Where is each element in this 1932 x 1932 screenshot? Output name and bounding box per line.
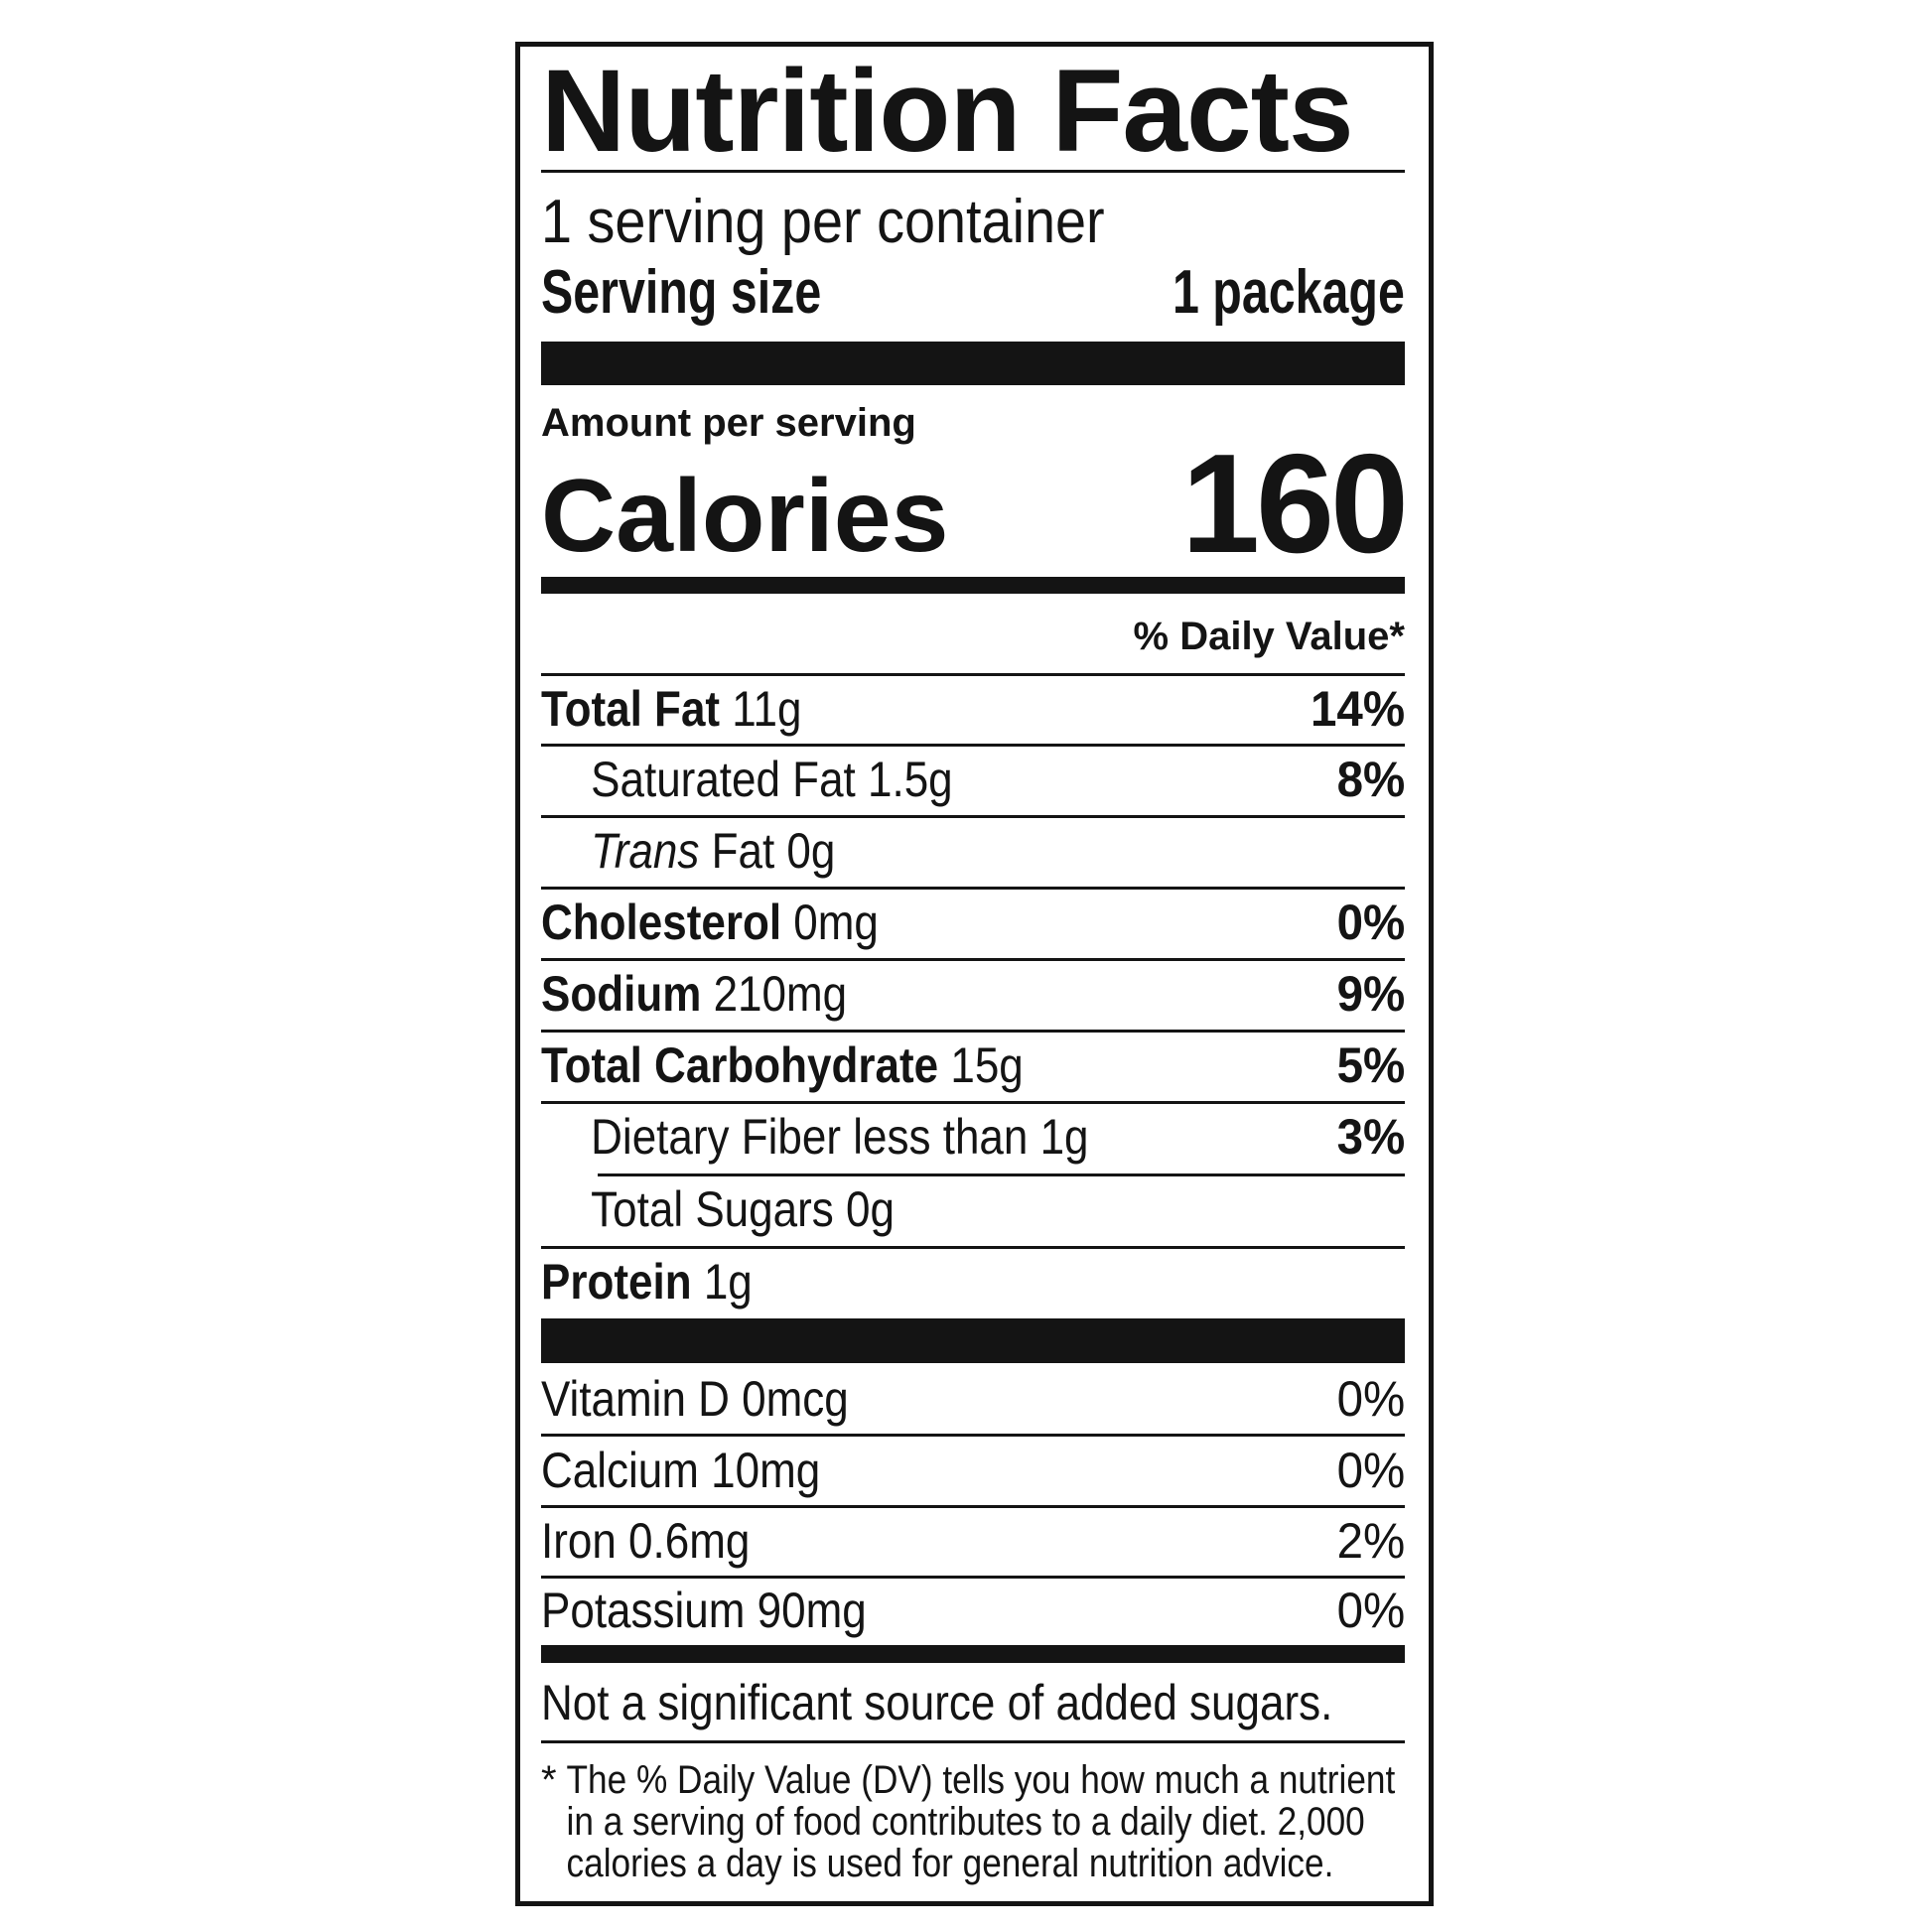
vitamin-row: Potassium 90mg 0%: [541, 1575, 1405, 1646]
nutrient-row-dietary-fiber: Dietary Fiber less than 1g 3%: [541, 1101, 1405, 1173]
nutrient-amount: less than 1g: [853, 1109, 1089, 1165]
nutrient-name: Cholesterol: [541, 895, 782, 950]
calories-row: Calories 160: [541, 425, 1409, 583]
nutrient-name: Trans: [591, 823, 700, 879]
vitamin-dv: 0%: [1336, 1371, 1405, 1427]
divider: [541, 1246, 1405, 1249]
divider: [541, 1505, 1405, 1508]
footnote-line: The % Daily Value (DV) tells you how muc…: [566, 1758, 1396, 1802]
nutrient-row-cholesterol: Cholesterol 0mg 0%: [541, 887, 1405, 958]
nutrient-dv: 8%: [1336, 752, 1405, 807]
nutrient-amount: 1g: [703, 1254, 753, 1310]
nutrient-row-trans-fat: Trans Fat 0g: [541, 815, 1405, 887]
nutrient-dv: 0%: [1336, 895, 1405, 950]
divider: [598, 1173, 1405, 1176]
calories-value: 160: [1181, 425, 1409, 583]
nutrient-amount: 0g: [786, 823, 836, 879]
divider: [541, 170, 1405, 173]
nutrient-row-total-fat: Total Fat 11g 14%: [541, 673, 1405, 745]
divider: [541, 1740, 1405, 1743]
vitamin-row: Vitamin D 0mcg 0%: [541, 1363, 1405, 1435]
vitamin-label: Vitamin D 0mcg: [541, 1371, 849, 1427]
nutrient-row-sodium: Sodium 210mg 9%: [541, 958, 1405, 1030]
nutrient-dv: 9%: [1336, 966, 1405, 1022]
nutrient-amount: 11g: [732, 681, 802, 737]
nutrient-amount: 0mg: [793, 895, 879, 950]
nutrient-amount: 1.5g: [868, 752, 953, 807]
vitamin-dv: 0%: [1336, 1443, 1405, 1498]
nutrient-row-saturated-fat: Saturated Fat 1.5g 8%: [541, 744, 1405, 815]
vitamin-label: Potassium 90mg: [541, 1583, 867, 1638]
footnote: * The % Daily Value (DV) tells you how m…: [541, 1759, 1405, 1884]
vitamin-row: Calcium 10mg 0%: [541, 1435, 1405, 1506]
vitamin-dv: 0%: [1336, 1583, 1405, 1638]
nutrient-row-total-carbohydrate: Total Carbohydrate 15g 5%: [541, 1030, 1405, 1101]
serving-size-label: Serving size: [541, 257, 822, 327]
servings-per-container: 1 serving per container: [541, 188, 1105, 256]
nutrient-row-total-sugars: Total Sugars 0g: [541, 1173, 1405, 1245]
nutrition-label-border: [515, 42, 1434, 1906]
nutrient-amount: 210mg: [713, 966, 848, 1022]
added-sugars-note: Not a significant source of added sugars…: [541, 1667, 1405, 1738]
divider: [541, 673, 1405, 676]
footnote-line: calories a day is used for general nutri…: [566, 1842, 1334, 1885]
divider: [541, 1101, 1405, 1104]
nutrient-row-protein: Protein 1g: [541, 1246, 1405, 1317]
thick-divider: [541, 342, 1405, 385]
vitamin-label: Iron 0.6mg: [541, 1513, 751, 1569]
nutrient-name: Protein: [541, 1254, 692, 1310]
nutrient-name: Total Carbohydrate: [541, 1037, 939, 1093]
divider: [541, 958, 1405, 961]
vitamin-label: Calcium 10mg: [541, 1443, 821, 1498]
divider: [541, 1576, 1405, 1579]
serving-size-value: 1 package: [1173, 257, 1405, 327]
nutrient-amount: 15g: [950, 1037, 1024, 1093]
added-sugars-text: Not a significant source of added sugars…: [541, 1675, 1333, 1730]
nutrient-dv: 14%: [1310, 681, 1405, 737]
amount-per-serving: Amount per serving: [541, 401, 916, 445]
daily-value-header: % Daily Value*: [1133, 615, 1405, 658]
footnote-line: in a serving of food contributes to a da…: [566, 1800, 1365, 1844]
nutrient-dv: 5%: [1336, 1037, 1405, 1093]
nutrient-dv: 3%: [1336, 1109, 1405, 1165]
nutrient-name: Dietary Fiber: [591, 1109, 842, 1165]
serving-size-row: Serving size 1 package: [541, 256, 1405, 328]
vitamin-dv: 2%: [1336, 1513, 1405, 1569]
nutrient-amount: 0g: [845, 1181, 895, 1237]
footnote-marker: *: [541, 1758, 557, 1802]
medium-divider: [541, 1645, 1405, 1663]
nutrient-name-rest: Fat: [711, 823, 775, 879]
medium-divider: [541, 577, 1405, 594]
divider: [541, 1030, 1405, 1033]
nutrient-name: Saturated Fat: [591, 752, 856, 807]
divider: [541, 1434, 1405, 1437]
label-title: Nutrition Facts: [541, 46, 1354, 177]
divider: [541, 815, 1405, 818]
nutrient-name: Total Fat: [541, 681, 721, 737]
thick-divider: [541, 1318, 1405, 1363]
divider: [541, 887, 1405, 890]
vitamin-row: Iron 0.6mg 2%: [541, 1505, 1405, 1577]
calories-label: Calories: [541, 459, 949, 574]
divider: [541, 744, 1405, 747]
nutrient-name: Sodium: [541, 966, 702, 1022]
nutrient-name: Total Sugars: [591, 1181, 834, 1237]
